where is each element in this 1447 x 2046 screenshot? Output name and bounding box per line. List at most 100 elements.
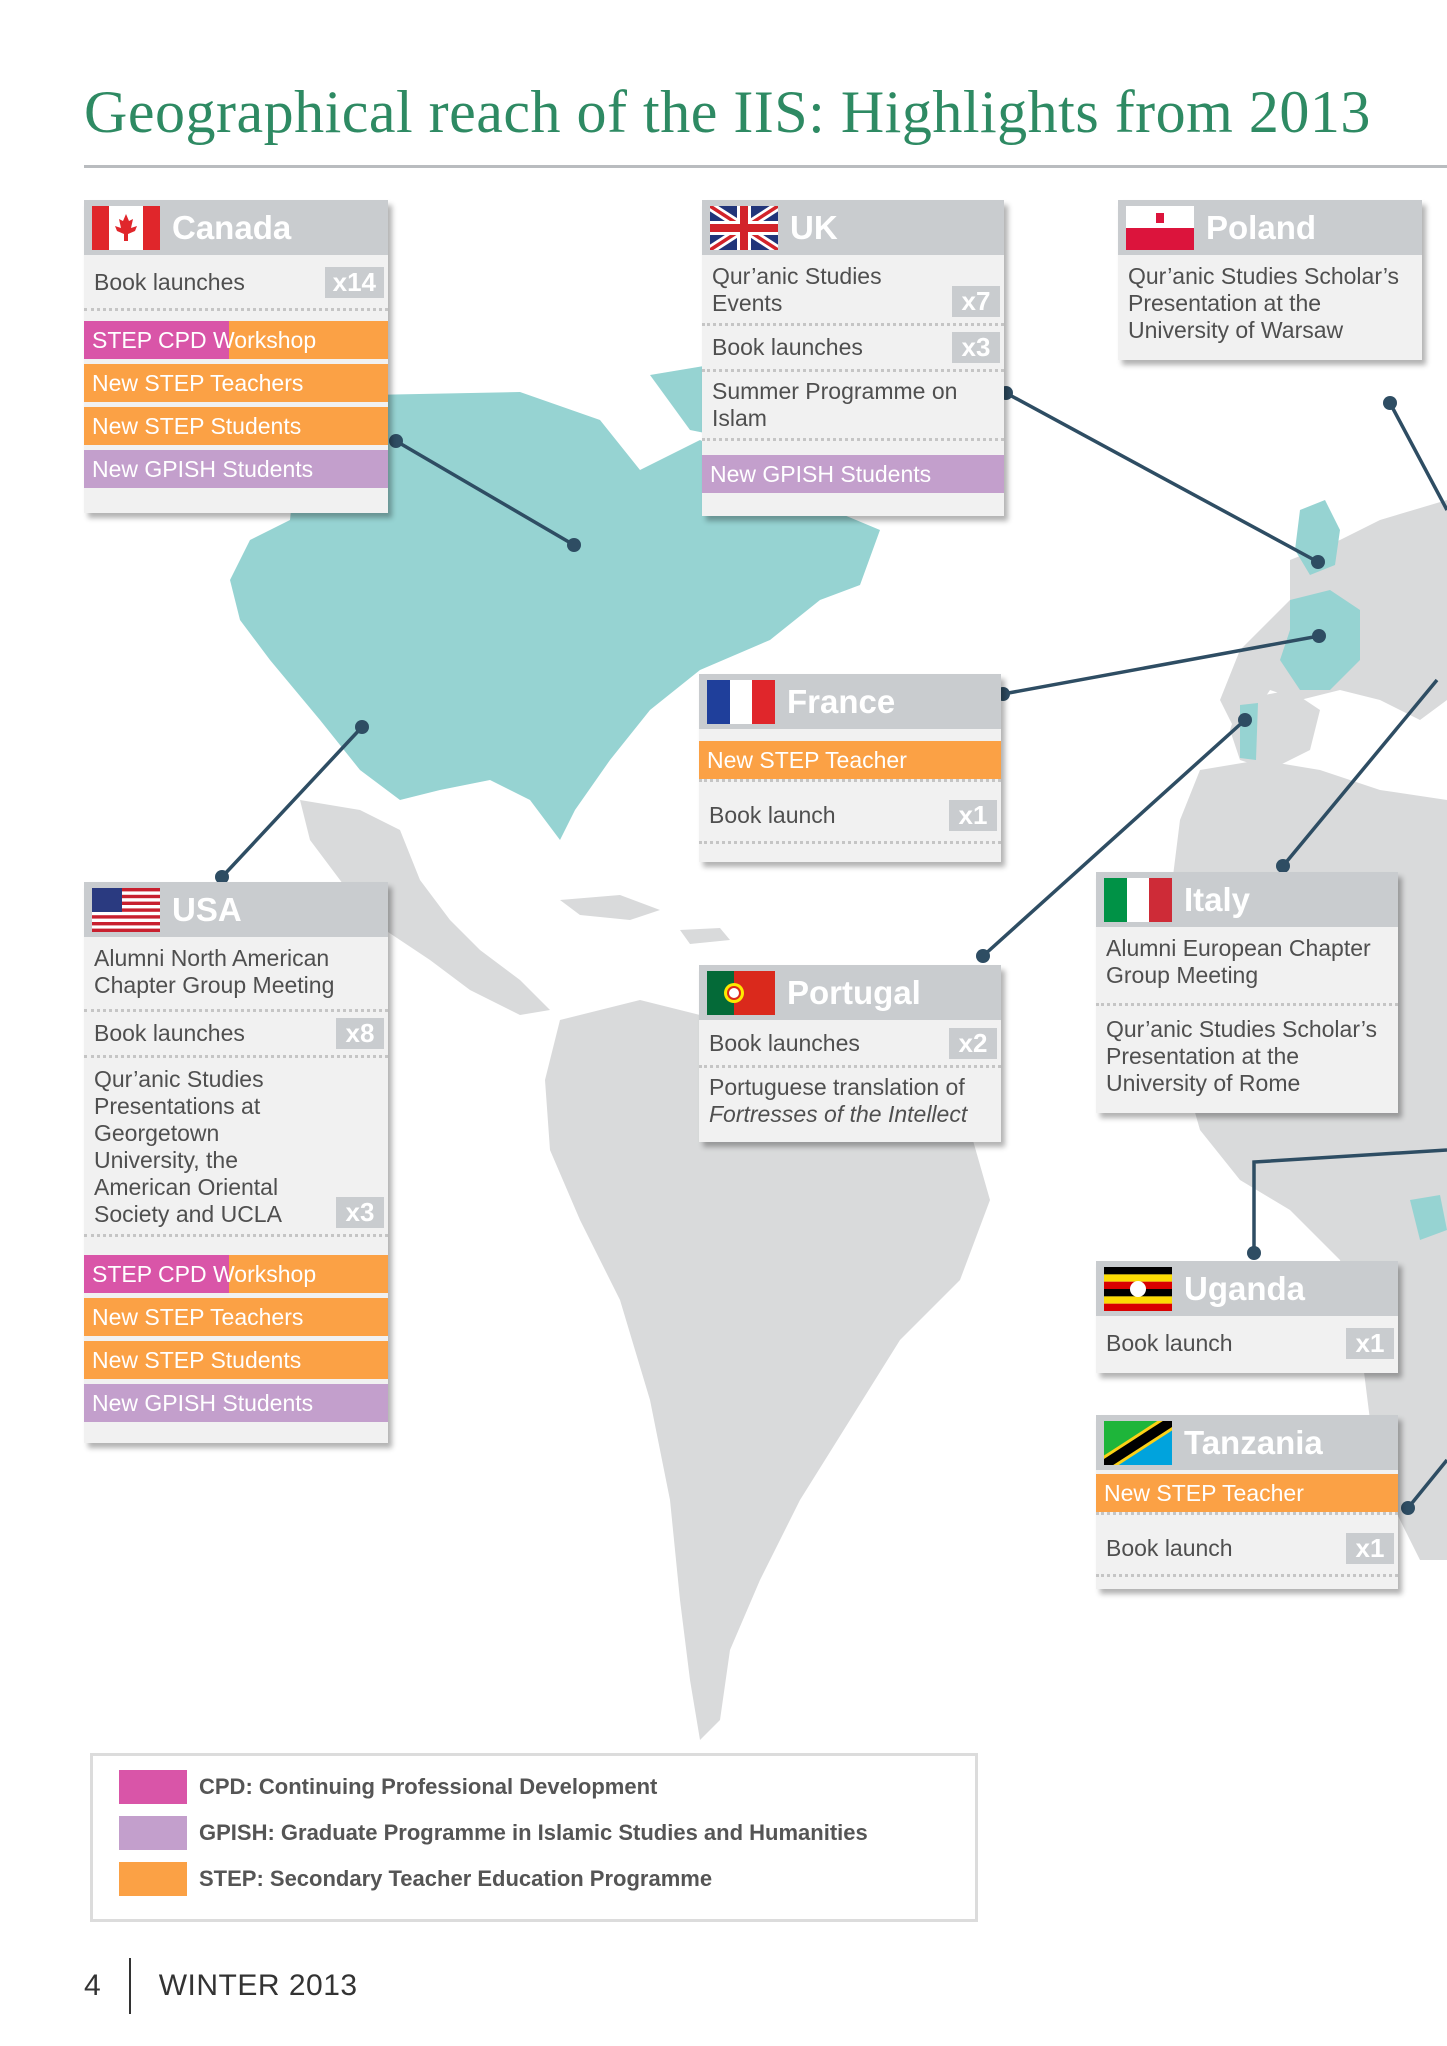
connector-poland xyxy=(1388,402,1447,511)
connector-uganda xyxy=(1252,1148,1447,1253)
item-book-launches: Book launches x3 xyxy=(702,326,1004,372)
count-badge: x7 xyxy=(952,286,1000,317)
page-title: Geographical reach of the IIS: Highlight… xyxy=(84,79,1371,145)
country-name: UK xyxy=(790,208,838,246)
item-book-launches: Book launches x2 xyxy=(699,1020,1001,1068)
connector-france xyxy=(1002,634,1320,696)
country-name: France xyxy=(787,682,896,720)
bar-new-step-students: New STEP Students xyxy=(84,1341,388,1379)
issue-label: WINTER 2013 xyxy=(158,1969,358,2002)
uk-flag-icon xyxy=(710,205,778,250)
bar-new-step-teacher: New STEP Teacher xyxy=(699,741,1001,779)
page-footer: 4 WINTER 2013 xyxy=(84,1958,358,2014)
item-quranic-rome: Qur’anic Studies Scholar’s Presentation … xyxy=(1106,1016,1378,1096)
bar-new-step-teacher: New STEP Teacher xyxy=(1096,1474,1398,1512)
country-name: Uganda xyxy=(1184,1269,1306,1307)
card-header: France xyxy=(699,674,1001,729)
page-number: 4 xyxy=(84,1969,101,2002)
country-name: USA xyxy=(172,890,242,928)
book-title: Fortresses of the Intellect xyxy=(709,1101,968,1127)
card-uganda: Uganda Book launch x1 xyxy=(1096,1261,1398,1373)
count-badge: x14 xyxy=(324,267,384,298)
bar-step-cpd-workshop: STEP CPD Workshop xyxy=(84,1255,388,1293)
country-name: Tanzania xyxy=(1184,1423,1323,1461)
legend-swatch-gpish xyxy=(119,1816,187,1850)
legend: CPD: Continuing Professional Development… xyxy=(90,1753,978,1922)
card-header: Poland xyxy=(1118,200,1422,255)
card-tanzania: Tanzania New STEP Teacher Book launch x1 xyxy=(1096,1415,1398,1589)
legend-item-step: STEP: Secondary Teacher Education Progra… xyxy=(119,1862,712,1896)
bar-new-gpish-students: New GPISH Students xyxy=(84,1384,388,1422)
card-italy: Italy Alumni European Chapter Group Meet… xyxy=(1096,872,1398,1113)
footer-divider xyxy=(128,1958,131,2014)
usa-flag-icon xyxy=(92,887,160,932)
connector-usa xyxy=(220,725,364,879)
count-badge: x3 xyxy=(952,332,1000,363)
card-canada: Canada Book launches x14 STEP CPD Worksh… xyxy=(84,200,388,513)
count-badge: x1 xyxy=(1346,1533,1394,1564)
connector-lines xyxy=(220,391,1447,1510)
connector-italy xyxy=(1281,678,1439,868)
legend-swatch-cpd xyxy=(119,1770,187,1804)
count-badge: x3 xyxy=(336,1197,384,1228)
portugal-landmass xyxy=(1240,703,1258,760)
country-name: Canada xyxy=(172,208,292,246)
count-badge: x1 xyxy=(1346,1328,1394,1359)
bar-new-step-teachers: New STEP Teachers xyxy=(84,364,388,402)
legend-swatch-step xyxy=(119,1862,187,1896)
item-book-launches: Book launches x14 xyxy=(84,259,388,311)
item-portuguese-translation: Portuguese translation of Fortresses of … xyxy=(709,1074,968,1127)
count-badge: x2 xyxy=(949,1028,997,1059)
legend-item-cpd: CPD: Continuing Professional Development xyxy=(119,1770,657,1804)
item-quranic-presentations: Qur’anic Studies Presentations at George… xyxy=(84,1058,388,1237)
card-header: Canada xyxy=(84,200,388,255)
italy-flag-icon xyxy=(1104,877,1172,922)
card-header: UK xyxy=(702,200,1004,255)
item-book-launch: Book launch x1 xyxy=(1096,1316,1398,1373)
legend-item-gpish: GPISH: Graduate Programme in Islamic Stu… xyxy=(119,1816,868,1850)
item-book-launch: Book launch x1 xyxy=(1096,1515,1398,1577)
portugal-flag-icon xyxy=(707,970,775,1015)
count-badge: x1 xyxy=(949,800,997,831)
caribbean-islands xyxy=(560,895,730,944)
card-uk: UK Qur’anic Studies Events x7 Book launc… xyxy=(702,200,1004,516)
bar-new-step-students: New STEP Students xyxy=(84,407,388,445)
card-header: Tanzania xyxy=(1096,1415,1398,1470)
count-badge: x8 xyxy=(336,1018,384,1049)
country-name: Portugal xyxy=(787,973,921,1011)
card-france: France New STEP Teacher Book launch x1 xyxy=(699,674,1001,862)
bar-new-gpish-students: New GPISH Students xyxy=(702,455,1004,493)
country-name: Italy xyxy=(1184,880,1251,918)
item-quranic-events: Qur’anic Studies Events x7 xyxy=(702,255,1004,326)
card-header: Italy xyxy=(1096,872,1398,927)
connector-tanzania xyxy=(1406,1458,1447,1510)
card-portugal: Portugal Book launches x2 Portuguese tra… xyxy=(699,965,1001,1142)
country-name: Poland xyxy=(1206,208,1317,246)
title-rule xyxy=(84,165,1447,168)
card-usa: USA Alumni North American Chapter Group … xyxy=(84,882,388,1443)
item-book-launch: Book launch x1 xyxy=(699,782,1001,844)
central-america-landmass xyxy=(300,800,550,1015)
france-flag-icon xyxy=(707,679,775,724)
bar-new-step-teachers: New STEP Teachers xyxy=(84,1298,388,1336)
item-alumni-meeting: Alumni North American Chapter Group Meet… xyxy=(84,937,388,1012)
card-header: USA xyxy=(84,882,388,937)
uganda-landmass xyxy=(1410,1195,1447,1240)
connector-canada xyxy=(395,439,575,547)
canada-flag-icon xyxy=(92,205,160,250)
bar-new-gpish-students: New GPISH Students xyxy=(84,450,388,488)
card-header: Uganda xyxy=(1096,1261,1398,1316)
south-america-landmass xyxy=(545,1000,990,1740)
connector-uk xyxy=(1005,391,1319,564)
item-alumni-meeting: Alumni European Chapter Group Meeting xyxy=(1096,927,1398,1006)
tanzania-flag-icon xyxy=(1104,1420,1172,1465)
item-quranic-warsaw: Qur’anic Studies Scholar’s Presentation … xyxy=(1128,263,1400,343)
connector-portugal xyxy=(981,718,1247,958)
poland-flag-icon xyxy=(1126,205,1194,250)
item-summer-programme: Summer Programme on Islam xyxy=(702,372,1004,441)
card-header: Portugal xyxy=(699,965,1001,1020)
card-poland: Poland Qur’anic Studies Scholar’s Presen… xyxy=(1118,200,1422,360)
bar-step-cpd-workshop: STEP CPD Workshop xyxy=(84,321,388,359)
item-book-launches: Book launches x8 xyxy=(84,1012,388,1058)
uganda-flag-icon xyxy=(1104,1266,1172,1311)
